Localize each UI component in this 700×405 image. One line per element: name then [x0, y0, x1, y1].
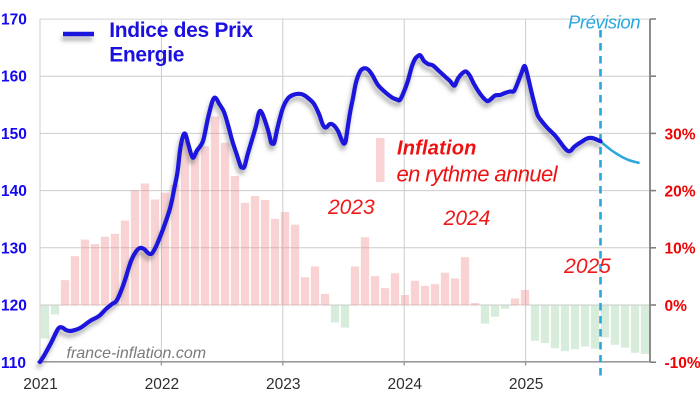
svg-text:2022: 2022	[145, 376, 179, 393]
svg-text:france-inflation.com: france-inflation.com	[67, 345, 207, 362]
svg-text:160: 160	[1, 69, 27, 86]
svg-text:Energie: Energie	[109, 44, 184, 67]
svg-text:en rythme annuel: en rythme annuel	[397, 161, 559, 186]
svg-text:Inflation: Inflation	[397, 138, 477, 160]
svg-text:10%: 10%	[665, 241, 696, 258]
svg-text:2023: 2023	[266, 376, 300, 393]
svg-text:20%: 20%	[665, 184, 696, 201]
svg-text:120: 120	[1, 298, 27, 315]
svg-text:2024: 2024	[387, 376, 422, 393]
svg-text:110: 110	[1, 355, 26, 372]
svg-text:170: 170	[1, 12, 27, 29]
svg-text:30%: 30%	[665, 126, 696, 143]
svg-text:2023: 2023	[327, 196, 375, 219]
svg-text:2024: 2024	[443, 207, 491, 230]
svg-text:2025: 2025	[563, 255, 611, 278]
svg-text:2021: 2021	[23, 376, 57, 393]
svg-text:0%: 0%	[665, 298, 688, 315]
svg-text:140: 140	[1, 183, 27, 200]
svg-text:-10%: -10%	[665, 355, 700, 372]
svg-text:130: 130	[1, 240, 27, 257]
svg-text:Prévision: Prévision	[568, 11, 640, 32]
svg-text:Indice des Prix: Indice des Prix	[109, 19, 253, 42]
svg-text:150: 150	[1, 126, 27, 143]
svg-text:2025: 2025	[509, 376, 543, 393]
